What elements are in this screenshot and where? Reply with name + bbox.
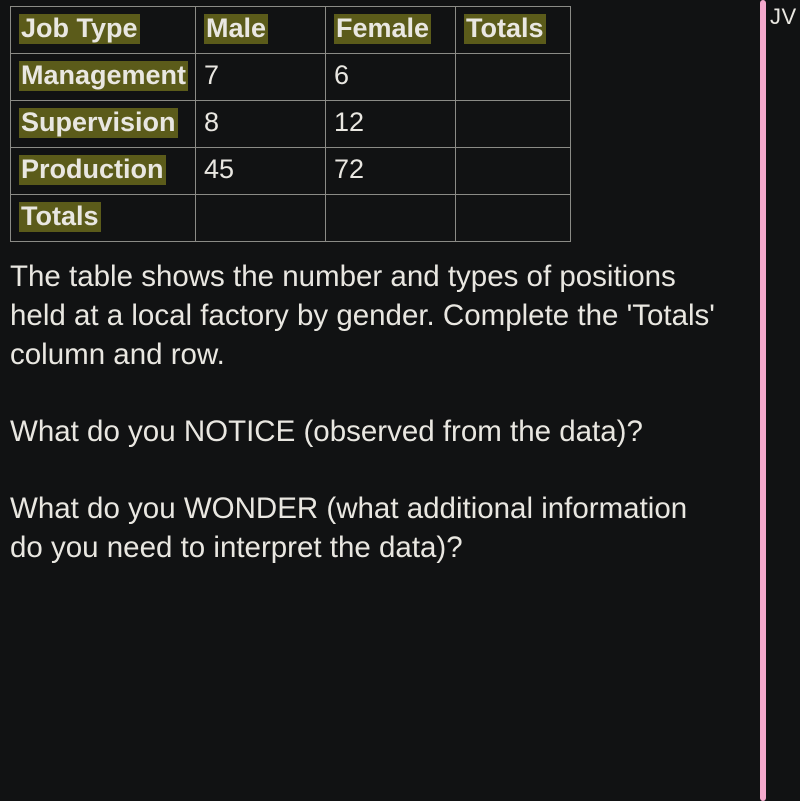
footer-female (326, 195, 456, 242)
header-label: Job Type (19, 14, 140, 43)
row-label-cell: Production (11, 148, 196, 195)
cell-female: 6 (326, 54, 456, 101)
cell-female: 72 (326, 148, 456, 195)
cell-total (456, 54, 571, 101)
table-row: Production 45 72 (11, 148, 571, 195)
jobs-table: Job Type Male Female Totals Management 7… (10, 6, 571, 242)
cell-male: 45 (196, 148, 326, 195)
row-label-cell: Supervision (11, 101, 196, 148)
cell-female: 12 (326, 101, 456, 148)
scrollbar-thumb[interactable] (760, 0, 766, 801)
footer-total (456, 195, 571, 242)
table-header-cell: Female (326, 7, 456, 54)
table-header-cell: Job Type (11, 7, 196, 54)
table-footer-row: Totals (11, 195, 571, 242)
cell-total (456, 148, 571, 195)
footer-male (196, 195, 326, 242)
cell-male: 7 (196, 54, 326, 101)
corner-label: JV (770, 4, 800, 30)
table-row: Management 7 6 (11, 54, 571, 101)
row-label: Production (19, 155, 166, 184)
paragraph: The table shows the number and types of … (10, 258, 720, 375)
row-label-cell: Management (11, 54, 196, 101)
body-text: The table shows the number and types of … (10, 258, 720, 568)
table-header-cell: Male (196, 7, 326, 54)
cell-male: 8 (196, 101, 326, 148)
footer-label-cell: Totals (11, 195, 196, 242)
paragraph: What do you WONDER (what additional info… (10, 490, 720, 568)
header-label: Male (204, 14, 268, 43)
screen-frame: Job Type Male Female Totals Management 7… (0, 0, 800, 801)
table-row: Supervision 8 12 (11, 101, 571, 148)
table-header-row: Job Type Male Female Totals (11, 7, 571, 54)
table-header-cell: Totals (456, 7, 571, 54)
paragraph: What do you NOTICE (observed from the da… (10, 413, 720, 452)
header-label: Totals (464, 14, 546, 43)
row-label: Management (19, 61, 188, 90)
row-label: Supervision (19, 108, 178, 137)
header-label: Female (334, 14, 431, 43)
slide-content: Job Type Male Female Totals Management 7… (0, 0, 740, 801)
footer-label: Totals (19, 202, 101, 231)
cell-total (456, 101, 571, 148)
right-rail: JV (740, 0, 800, 801)
